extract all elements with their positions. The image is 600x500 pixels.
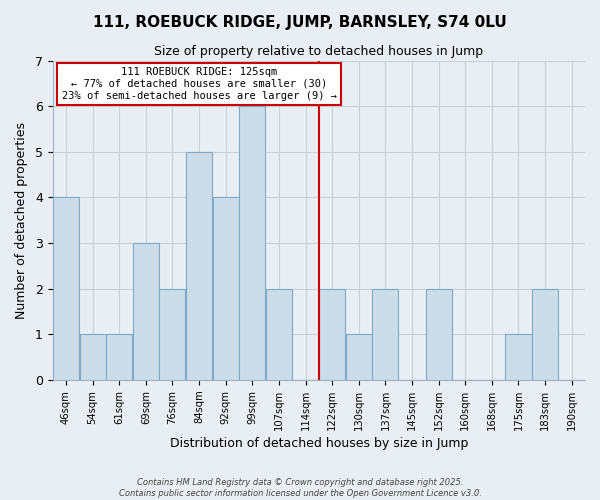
X-axis label: Distribution of detached houses by size in Jump: Distribution of detached houses by size … bbox=[170, 437, 468, 450]
Bar bbox=[239, 106, 265, 380]
Bar bbox=[425, 288, 452, 380]
Bar bbox=[346, 334, 372, 380]
Text: Contains HM Land Registry data © Crown copyright and database right 2025.
Contai: Contains HM Land Registry data © Crown c… bbox=[119, 478, 481, 498]
Bar bbox=[212, 198, 239, 380]
Bar bbox=[53, 198, 79, 380]
Bar bbox=[133, 243, 159, 380]
Y-axis label: Number of detached properties: Number of detached properties bbox=[15, 122, 28, 319]
Text: 111 ROEBUCK RIDGE: 125sqm
← 77% of detached houses are smaller (30)
23% of semi-: 111 ROEBUCK RIDGE: 125sqm ← 77% of detac… bbox=[62, 68, 337, 100]
Bar bbox=[160, 288, 185, 380]
Bar bbox=[106, 334, 132, 380]
Bar bbox=[319, 288, 345, 380]
Bar bbox=[186, 152, 212, 380]
Bar bbox=[80, 334, 106, 380]
Bar bbox=[266, 288, 292, 380]
Bar bbox=[373, 288, 398, 380]
Title: Size of property relative to detached houses in Jump: Size of property relative to detached ho… bbox=[154, 45, 484, 58]
Text: 111, ROEBUCK RIDGE, JUMP, BARNSLEY, S74 0LU: 111, ROEBUCK RIDGE, JUMP, BARNSLEY, S74 … bbox=[93, 15, 507, 30]
Bar bbox=[532, 288, 558, 380]
Bar bbox=[505, 334, 532, 380]
